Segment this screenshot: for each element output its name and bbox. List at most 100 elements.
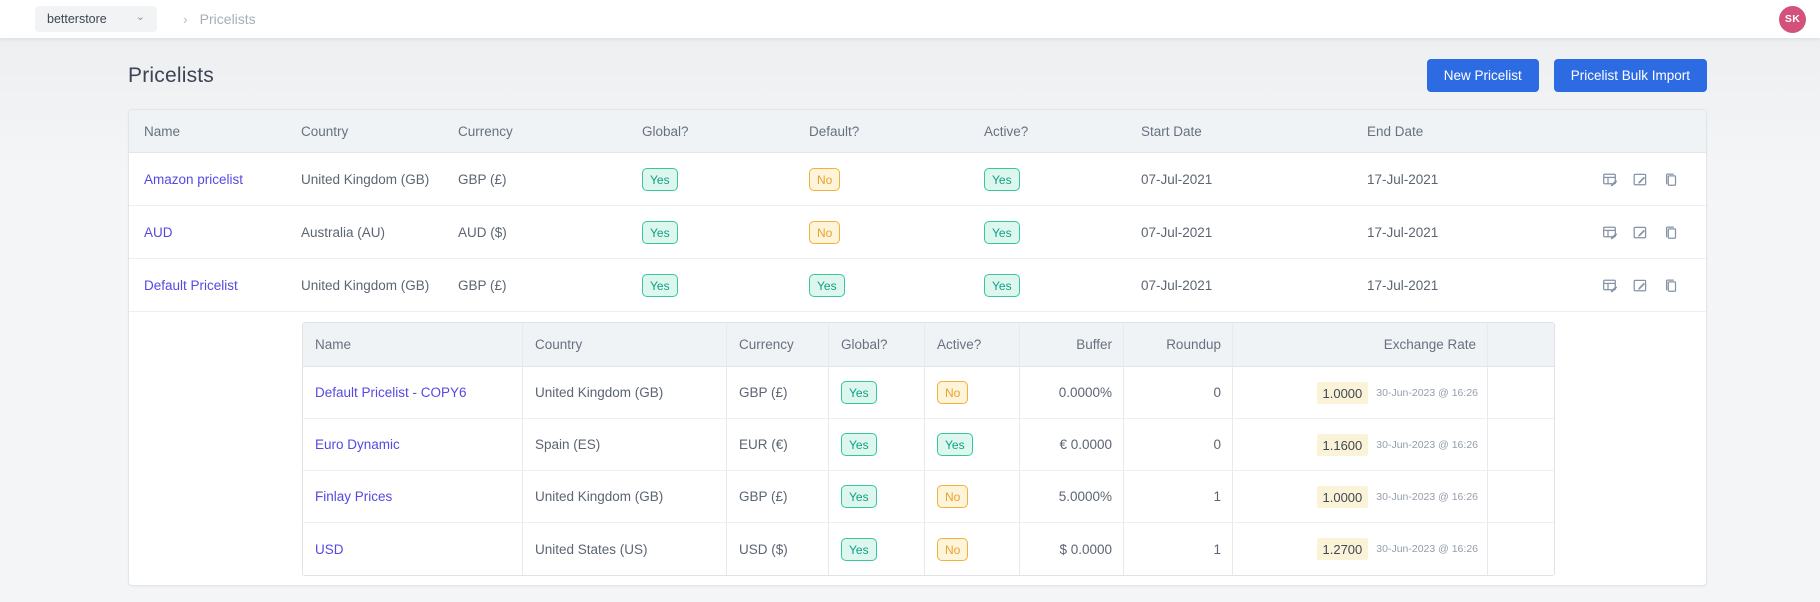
edit-icon[interactable] xyxy=(1632,171,1649,188)
column-header-exchange-rate: Exchange Rate xyxy=(1233,323,1488,366)
exchange-rate-date: 30-Jun-2023 @ 16:26 xyxy=(1376,490,1478,503)
page-title: Pricelists xyxy=(128,63,215,87)
avatar[interactable]: SK xyxy=(1779,5,1806,33)
cell-empty xyxy=(1488,367,1554,418)
global-badge: Yes xyxy=(841,381,877,404)
exchange-rate-date: 30-Jun-2023 @ 16:26 xyxy=(1376,438,1478,451)
nested-pricelists-table: Name Country Currency Global? Active? Bu… xyxy=(302,322,1555,576)
row-actions xyxy=(1582,277,1706,294)
pricelist-link[interactable]: Amazon pricelist xyxy=(144,171,244,187)
pricelists-table-header: Name Country Currency Global? Default? A… xyxy=(129,110,1706,153)
cell-country: United Kingdom (GB) xyxy=(523,367,727,418)
nested-table-header: Name Country Currency Global? Active? Bu… xyxy=(303,323,1554,367)
copy-icon[interactable] xyxy=(1662,277,1679,294)
new-pricelist-button[interactable]: New Pricelist xyxy=(1426,59,1539,92)
table-row: Euro Dynamic Spain (ES) EUR (€) Yes Yes … xyxy=(303,419,1554,471)
pricelist-link[interactable]: Euro Dynamic xyxy=(315,437,400,452)
column-header-currency: Currency xyxy=(727,323,829,366)
exchange-rate-date: 30-Jun-2023 @ 16:26 xyxy=(1376,386,1478,399)
cell-country: United States (US) xyxy=(523,523,727,575)
column-header-name: Name xyxy=(303,323,523,366)
column-header-global: Global? xyxy=(829,323,925,366)
column-header-country: Country xyxy=(301,123,349,139)
table-edit-icon[interactable] xyxy=(1602,171,1619,188)
cell-empty xyxy=(1488,523,1554,575)
table-edit-icon[interactable] xyxy=(1602,277,1619,294)
row-actions xyxy=(1582,171,1706,188)
cell-currency: USD ($) xyxy=(727,523,829,575)
pricelist-bulk-import-button[interactable]: Pricelist Bulk Import xyxy=(1553,59,1707,92)
column-header-start-date: Start Date xyxy=(1141,123,1202,139)
cell-end-date: 17-Jul-2021 xyxy=(1367,171,1439,187)
column-header-active: Active? xyxy=(984,123,1029,139)
column-header-country: Country xyxy=(523,323,727,366)
topbar: betterstore ⌄ › Pricelists SK xyxy=(0,0,1820,38)
store-selector[interactable]: betterstore ⌄ xyxy=(35,6,157,32)
exchange-rate-value: 1.2700 xyxy=(1316,538,1369,560)
cell-roundup: 1 xyxy=(1124,471,1233,522)
cell-roundup: 0 xyxy=(1124,419,1233,470)
column-header-roundup: Roundup xyxy=(1124,323,1233,366)
column-header-end-date: End Date xyxy=(1367,123,1424,139)
cell-end-date: 17-Jul-2021 xyxy=(1367,224,1439,240)
breadcrumb: › Pricelists xyxy=(183,11,256,27)
edit-icon[interactable] xyxy=(1632,224,1649,241)
table-row: Finlay Prices United Kingdom (GB) GBP (£… xyxy=(303,471,1554,523)
cell-country: Australia (AU) xyxy=(301,224,386,240)
cell-currency: GBP (£) xyxy=(727,367,829,418)
edit-icon[interactable] xyxy=(1632,277,1649,294)
active-badge: Yes xyxy=(984,220,1020,244)
cell-start-date: 07-Jul-2021 xyxy=(1141,171,1213,187)
cell-buffer: 5.0000% xyxy=(1020,471,1124,522)
column-header-empty xyxy=(1488,323,1554,366)
page-header: Pricelists New Pricelist Pricelist Bulk … xyxy=(128,59,1707,92)
cell-start-date: 07-Jul-2021 xyxy=(1141,277,1213,293)
cell-buffer: 0.0000% xyxy=(1020,367,1124,418)
exchange-rate-value: 1.1600 xyxy=(1316,433,1369,456)
active-badge: Yes xyxy=(984,273,1020,297)
active-badge: Yes xyxy=(984,167,1020,191)
cell-end-date: 17-Jul-2021 xyxy=(1367,277,1439,293)
default-badge: Yes xyxy=(809,273,845,297)
global-badge: Yes xyxy=(841,537,877,561)
pricelist-link[interactable]: Default Pricelist - COPY6 xyxy=(315,385,467,400)
cell-empty xyxy=(1488,471,1554,522)
active-badge: No xyxy=(937,485,969,508)
pricelist-link[interactable]: AUD xyxy=(144,224,173,240)
cell-buffer: € 0.0000 xyxy=(1020,419,1124,470)
default-badge: No xyxy=(809,167,841,191)
cell-roundup: 0 xyxy=(1124,367,1233,418)
page-actions: New Pricelist Pricelist Bulk Import xyxy=(1426,59,1707,92)
copy-icon[interactable] xyxy=(1662,171,1679,188)
cell-start-date: 07-Jul-2021 xyxy=(1141,224,1213,240)
cell-currency: EUR (€) xyxy=(727,419,829,470)
active-badge: Yes xyxy=(937,433,973,456)
cell-country: Spain (ES) xyxy=(523,419,727,470)
global-badge: Yes xyxy=(841,485,877,508)
table-row: Amazon pricelist United Kingdom (GB) GBP… xyxy=(129,153,1706,206)
column-header-name: Name xyxy=(144,123,181,139)
breadcrumb-chevron-icon: › xyxy=(183,11,188,27)
global-badge: Yes xyxy=(642,220,678,244)
cell-buffer: $ 0.0000 xyxy=(1020,523,1124,575)
table-row: AUD Australia (AU) AUD ($) Yes No Yes 07… xyxy=(129,206,1706,259)
table-row: Default Pricelist - COPY6 United Kingdom… xyxy=(303,367,1554,419)
global-badge: Yes xyxy=(642,167,678,191)
column-header-default: Default? xyxy=(809,123,860,139)
cell-currency: GBP (£) xyxy=(727,471,829,522)
breadcrumb-item-pricelists[interactable]: Pricelists xyxy=(199,11,256,27)
table-edit-icon[interactable] xyxy=(1602,224,1619,241)
pricelists-table: Name Country Currency Global? Default? A… xyxy=(128,109,1707,586)
exchange-rate-value: 1.0000 xyxy=(1316,485,1369,508)
cell-exchange-rate: 1.0000 30-Jun-2023 @ 16:26 xyxy=(1233,471,1488,522)
pricelist-link[interactable]: Finlay Prices xyxy=(315,489,393,504)
copy-icon[interactable] xyxy=(1662,224,1679,241)
global-badge: Yes xyxy=(841,433,877,456)
pricelist-link[interactable]: Default Pricelist xyxy=(144,277,238,293)
active-badge: No xyxy=(937,537,969,561)
cell-empty xyxy=(1488,419,1554,470)
cell-country: United Kingdom (GB) xyxy=(523,471,727,522)
cell-exchange-rate: 1.0000 30-Jun-2023 @ 16:26 xyxy=(1233,367,1488,418)
cell-currency: AUD ($) xyxy=(458,224,507,240)
pricelist-link[interactable]: USD xyxy=(315,541,344,557)
